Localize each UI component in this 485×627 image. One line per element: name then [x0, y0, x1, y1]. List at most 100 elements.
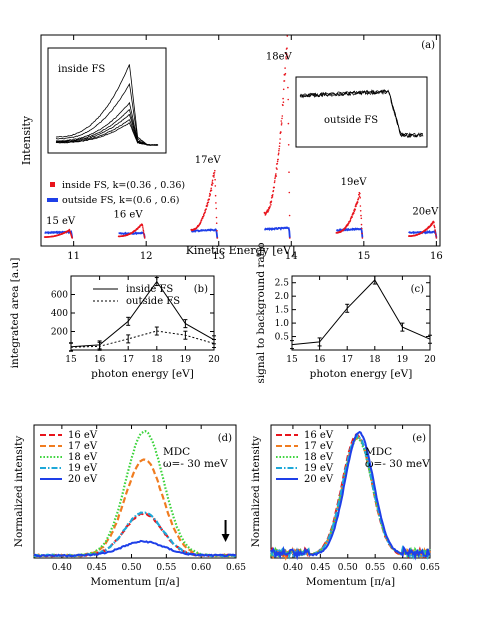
data-point — [348, 222, 350, 224]
x-axis-label: photon energy [eV] — [310, 368, 413, 380]
data-point — [284, 67, 286, 69]
x-axis-label: Momentum [π/a] — [90, 576, 179, 588]
legend-label: 19 eV — [304, 463, 334, 474]
data-point — [278, 149, 280, 152]
data-point — [279, 142, 281, 144]
peak-label: 18eV — [266, 51, 293, 62]
data-point — [215, 216, 218, 219]
data-point — [277, 153, 280, 156]
legend-label: 17 eV — [68, 441, 98, 452]
data-point — [434, 230, 437, 232]
data-point — [361, 237, 364, 239]
data-point — [275, 173, 277, 175]
x-tick-label: 15 — [65, 355, 77, 365]
data-point — [288, 214, 291, 217]
data-point — [288, 171, 290, 173]
data-point — [353, 210, 356, 213]
data-point — [284, 74, 286, 76]
inside-fs-spectrum — [117, 223, 146, 239]
panel-c: 15 16 17 18 19 20 0.5 1.0 1.5 2.0 2.5 photon energy… — [255, 242, 436, 383]
data-point — [433, 226, 436, 229]
data-point — [433, 225, 436, 228]
data-point — [357, 197, 360, 199]
data-point — [276, 162, 279, 165]
x-tick-label: 0.45 — [87, 563, 107, 573]
inset-curve — [55, 64, 159, 146]
data-point — [353, 212, 355, 214]
peak-label: 15 eV — [46, 216, 76, 227]
data-point — [200, 219, 203, 221]
data-point — [212, 182, 214, 185]
y-tick-label: 2.5 — [275, 279, 290, 289]
data-point — [267, 210, 269, 213]
plot-frame — [270, 424, 431, 559]
data-point — [434, 232, 437, 234]
data-point — [276, 168, 278, 170]
data-point — [277, 158, 279, 161]
data-point — [286, 55, 289, 57]
data-point — [272, 194, 274, 196]
data-point — [287, 86, 289, 89]
y-tick-label: 400 — [51, 309, 68, 319]
data-point — [289, 237, 291, 239]
data-point — [208, 198, 210, 201]
peak-label: 20eV — [412, 207, 439, 218]
x-tick-label: 11 — [67, 251, 80, 262]
data-point — [287, 144, 290, 146]
peak-label: 19eV — [341, 177, 368, 188]
x-tick-label: 15 — [357, 251, 370, 262]
data-point — [142, 229, 145, 232]
y-axis-label: signal to background ratio — [255, 242, 267, 383]
data-point — [281, 117, 283, 120]
legend-label: 16 eV — [304, 430, 334, 441]
data-point — [274, 180, 276, 182]
y-axis-label: Normalized intensity — [250, 436, 262, 548]
y-tick-label: 200 — [51, 328, 68, 338]
plot-frame — [33, 424, 237, 559]
data-point — [361, 227, 363, 230]
peak-label: 16 eV — [114, 210, 144, 221]
x-tick-label: 16 — [430, 251, 443, 262]
inset-curve — [55, 113, 159, 146]
y-axis-label: integrated area [a.u] — [9, 258, 21, 369]
data-point — [270, 200, 273, 203]
data-point — [356, 202, 358, 205]
data-point — [434, 229, 436, 231]
mdc-curve — [270, 430, 431, 561]
legend-label-inside: inside FS — [126, 284, 173, 295]
y-tick-label: 1.0 — [275, 319, 290, 329]
data-point — [143, 235, 146, 238]
data-point — [280, 131, 282, 133]
x-axis-label: photon energy [eV] — [91, 368, 194, 380]
data-point — [214, 178, 216, 181]
data-point — [284, 72, 287, 75]
plot-frame — [40, 34, 441, 247]
data-point — [286, 35, 289, 37]
x-tick-label: 0.65 — [420, 563, 440, 573]
inset-curve — [55, 122, 159, 146]
panel-e: 0.40 0.45 0.50 0.55 0.60 0.65 Momentum [π/a] No… — [250, 424, 440, 588]
annotation-mdc: MDC — [163, 446, 190, 458]
y-tick-label: 0.5 — [275, 333, 290, 343]
legend-label: 18 eV — [68, 452, 98, 463]
inside-fs-spectrum — [263, 35, 291, 239]
legend-label: 17 eV — [304, 441, 334, 452]
data-point — [287, 122, 290, 125]
panel-label: (c) — [411, 284, 425, 295]
data-point — [277, 152, 280, 154]
x-tick-label: 19 — [397, 355, 409, 365]
legend-label-outside: outside FS, k=(0.6 , 0.6) — [62, 195, 180, 206]
data-point — [206, 204, 209, 206]
data-point — [435, 235, 437, 238]
data-point — [204, 211, 207, 213]
data-point — [361, 232, 363, 235]
data-point — [358, 194, 360, 196]
data-point — [360, 223, 363, 226]
x-tick-label: 17 — [341, 355, 353, 365]
data-point — [275, 175, 278, 177]
data-point — [357, 198, 360, 201]
inset-label: inside FS — [58, 64, 105, 75]
data-point — [284, 52, 287, 55]
data-point — [201, 217, 204, 220]
data-point — [270, 204, 272, 206]
